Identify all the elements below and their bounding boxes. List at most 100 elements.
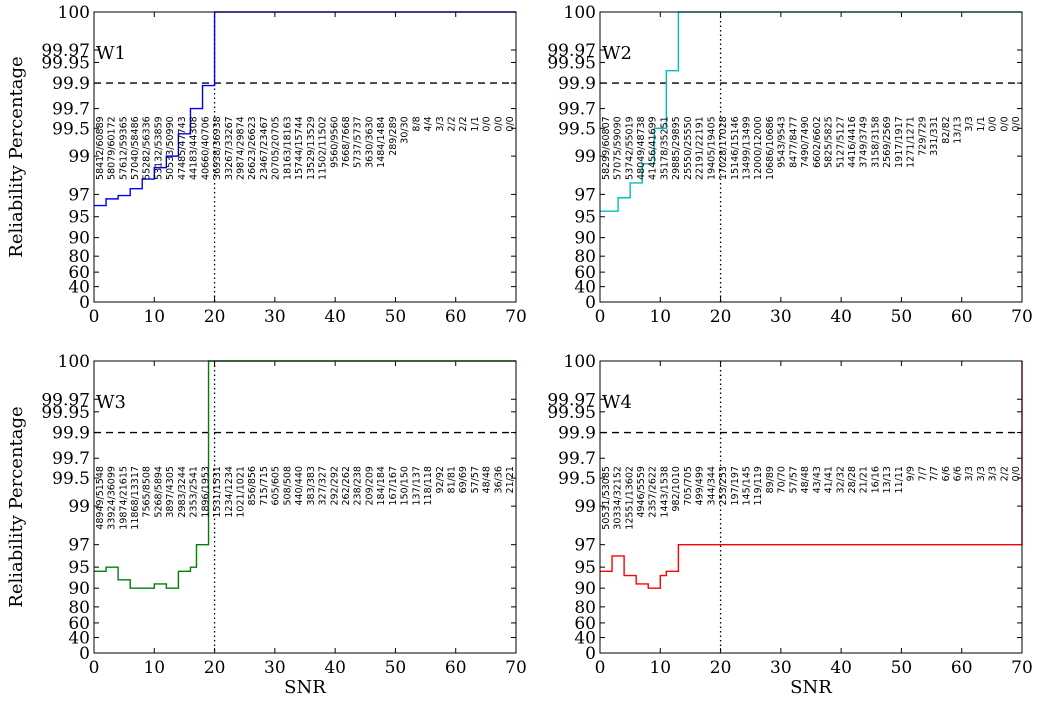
count-annotation: 440/440 xyxy=(294,466,305,505)
count-annotation: 4416/4416 xyxy=(847,116,858,168)
series-line-w4 xyxy=(600,361,1023,589)
y-tick-label: 40 xyxy=(574,278,596,298)
count-annotation: 48/48 xyxy=(800,466,811,493)
y-tick-label: 99.97 xyxy=(41,390,90,410)
y-tick-label: 80 xyxy=(68,598,90,618)
count-annotation: 2569/2569 xyxy=(882,116,893,168)
count-annotation: 36/36 xyxy=(493,466,504,493)
count-annotation: 1443/1538 xyxy=(659,466,670,518)
count-annotation: 29885/29895 xyxy=(671,116,682,180)
count-annotation: 705/705 xyxy=(683,466,694,505)
count-annotation: 55282/56336 xyxy=(142,116,153,180)
count-annotation: 23467/23467 xyxy=(259,116,270,180)
count-annotation: 1271/1271 xyxy=(906,116,917,168)
count-annotation: 1234/1234 xyxy=(224,466,235,518)
x-tick-label: 50 xyxy=(891,307,913,327)
count-annotation: 1896/1953 xyxy=(200,466,211,518)
count-annotation: 30334/32152 xyxy=(613,466,624,530)
count-annotation: 36938/36938 xyxy=(212,116,223,180)
count-annotation: 0/0 xyxy=(1011,466,1022,481)
panel-w2: 04060809095979999.599.799.999.9599.97100… xyxy=(547,3,1032,327)
y-tick-label: 0 xyxy=(585,293,596,313)
plot-frame xyxy=(599,11,1023,303)
y-tick-label: 99 xyxy=(68,497,90,517)
count-annotation: 15146/15146 xyxy=(730,116,741,180)
y-tick-label: 40 xyxy=(574,629,596,649)
y-tick-label: 60 xyxy=(68,263,90,283)
x-tick-label: 70 xyxy=(505,307,527,327)
y-tick-label: 80 xyxy=(574,247,596,267)
count-annotation: 53132/53859 xyxy=(153,116,164,180)
y-tick-label: 99.97 xyxy=(41,41,90,61)
y-tick-label: 99 xyxy=(574,497,596,517)
count-annotation: 8477/8477 xyxy=(788,116,799,168)
y-tick-label: 95 xyxy=(574,558,596,578)
y-tick-label: 90 xyxy=(68,579,90,599)
x-tick-label: 0 xyxy=(89,307,100,327)
count-annotation: 41456/41699 xyxy=(648,116,659,180)
panel-w3: 04060809095979999.599.799.999.9599.97100… xyxy=(6,352,527,698)
count-annotation: 7565/8508 xyxy=(142,466,153,518)
y-tick-label: 95 xyxy=(68,208,90,228)
count-annotation: 2353/2541 xyxy=(189,466,200,518)
panel-label: W3 xyxy=(96,392,126,413)
count-annotation: 119/119 xyxy=(753,466,764,505)
count-annotation: 167/167 xyxy=(388,466,399,505)
count-annotation: 209/209 xyxy=(364,466,375,505)
x-tick-label: 0 xyxy=(595,658,606,678)
y-tick-label: 40 xyxy=(68,629,90,649)
count-annotation: 48949/51548 xyxy=(95,466,106,530)
y-tick-label: 99.7 xyxy=(52,100,90,120)
count-annotation: 57/57 xyxy=(788,466,799,493)
x-tick-label: 40 xyxy=(830,658,852,678)
count-annotation: 57075/59090 xyxy=(613,116,624,180)
count-annotation: 47485/47743 xyxy=(177,116,188,180)
count-annotation: 69/69 xyxy=(458,466,469,493)
count-annotation: 25550/25550 xyxy=(683,116,694,180)
x-tick-label: 10 xyxy=(143,658,165,678)
count-annotation: 1021/1021 xyxy=(236,466,247,518)
x-tick-label: 50 xyxy=(385,658,407,678)
count-annotation: 53742/55019 xyxy=(624,116,635,180)
count-annotation: 2/2 xyxy=(999,466,1010,481)
count-annotation: 4946/5559 xyxy=(636,466,647,518)
count-annotation: 9543/9543 xyxy=(777,116,788,168)
count-annotation: 58079/60172 xyxy=(107,116,118,180)
x-tick-label: 40 xyxy=(830,307,852,327)
x-tick-label: 60 xyxy=(445,658,467,678)
count-annotation: 0/0 xyxy=(505,116,516,131)
count-annotation: 7668/7668 xyxy=(341,116,352,168)
count-annotation: 9/9 xyxy=(906,466,917,481)
x-tick-label: 30 xyxy=(770,307,792,327)
y-tick-label: 0 xyxy=(585,644,596,664)
count-annotation: 184/184 xyxy=(376,466,387,505)
count-annotation: 253/253 xyxy=(718,466,729,505)
count-annotation: 7/7 xyxy=(917,466,928,481)
x-tick-label: 40 xyxy=(324,307,346,327)
y-tick-label: 95 xyxy=(574,208,596,228)
y-tick-label: 99.9 xyxy=(558,74,596,94)
y-tick-label: 0 xyxy=(79,293,90,313)
count-annotation: 0/0 xyxy=(493,116,504,131)
count-annotation: 1531/1531 xyxy=(212,466,223,518)
y-tick-label: 90 xyxy=(68,229,90,249)
x-tick-label: 20 xyxy=(710,307,732,327)
count-annotation: 13/13 xyxy=(882,466,893,493)
x-tick-label: 60 xyxy=(951,658,973,678)
y-tick-label: 90 xyxy=(574,229,596,249)
count-annotation: 3158/3158 xyxy=(870,116,881,168)
count-annotation: 0/0 xyxy=(999,116,1010,131)
count-annotation: 344/344 xyxy=(706,466,717,505)
y-tick-label: 60 xyxy=(68,614,90,634)
count-annotation: 982/1010 xyxy=(671,466,682,512)
count-annotation: 3749/3749 xyxy=(859,116,870,168)
y-tick-label: 99.97 xyxy=(547,41,596,61)
count-annotation: 18163/18163 xyxy=(282,116,293,180)
plot-frame xyxy=(93,11,517,303)
count-annotation: 11/11 xyxy=(894,466,905,493)
y-tick-label: 99.9 xyxy=(558,424,596,444)
y-tick-label: 97 xyxy=(68,536,90,556)
y-tick-label: 90 xyxy=(574,579,596,599)
count-annotation: 150/150 xyxy=(400,466,411,505)
